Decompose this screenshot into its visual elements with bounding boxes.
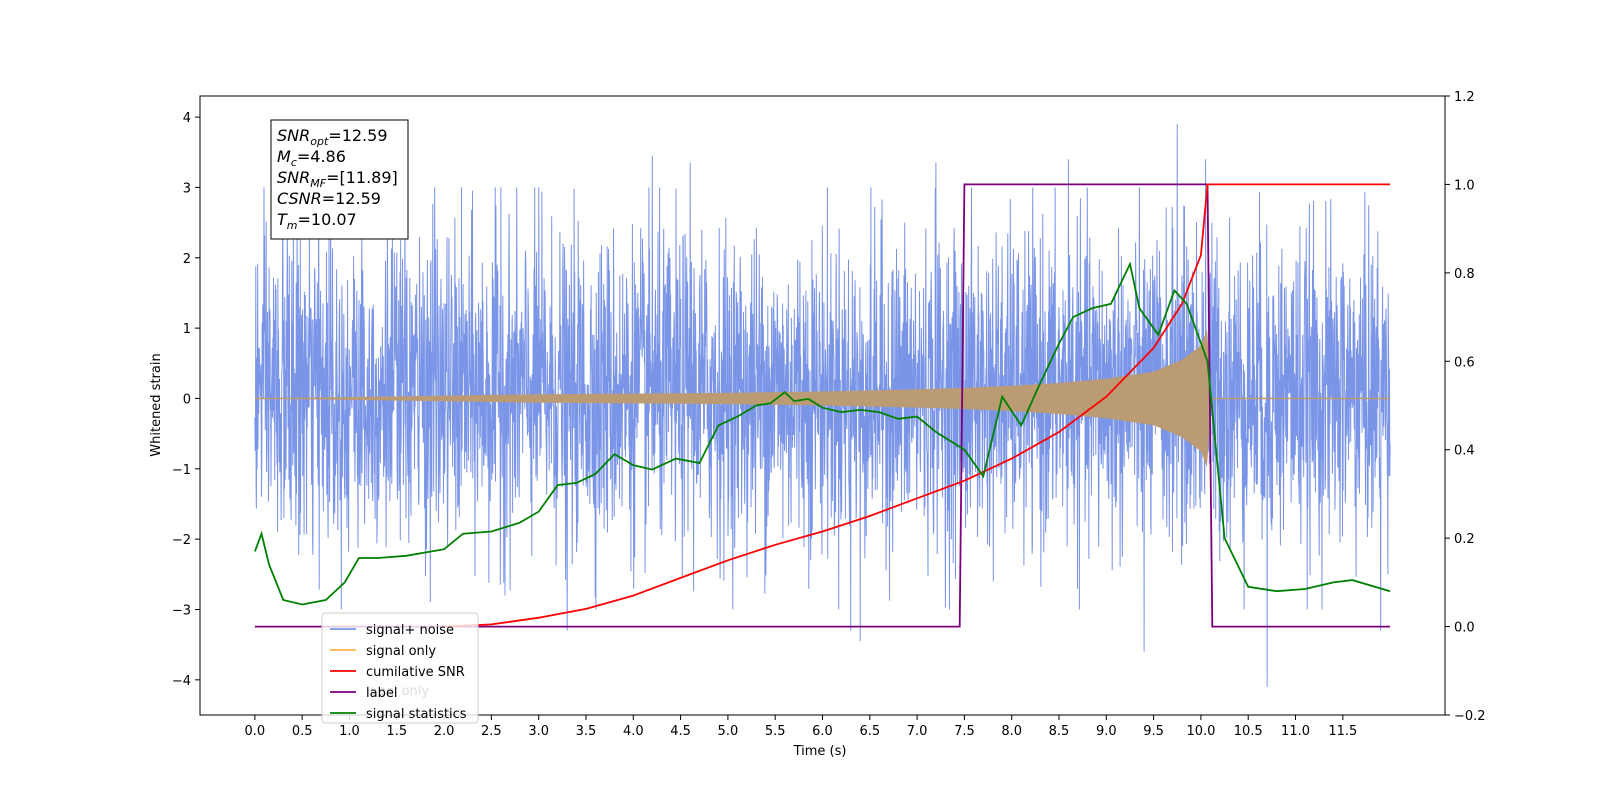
x-tick-label: 8.0: [1001, 724, 1022, 739]
annotation-line: CSNR=12.59: [277, 189, 381, 208]
y-left-tick-label: 2: [183, 252, 191, 267]
signal-only-layer: [254, 329, 1391, 467]
x-tick-label: 11.0: [1281, 724, 1310, 739]
x-tick-label: 1.5: [386, 724, 407, 739]
legend-frame: [321, 612, 479, 724]
x-tick-label: 11.5: [1328, 724, 1357, 739]
legend-ghost-label: label only: [366, 684, 429, 699]
y-left-tick-label: −3: [172, 603, 191, 618]
legend-signal-only-label: signal only: [366, 644, 436, 659]
y-right-tick-label: 0.4: [1454, 444, 1475, 459]
annotation-line: Mc=4.86: [277, 147, 346, 169]
signal-statistics-line: [254, 261, 1391, 606]
legend-signal-noise-label: signal+ noise: [366, 623, 454, 638]
annotation-box: SNRopt=12.59Mc=4.86SNRMF=[11.89]CSNR=12.…: [270, 119, 409, 240]
y-left-tick-label: 3: [183, 181, 191, 196]
x-tick-label: 3.5: [576, 724, 597, 739]
x-tick-label: 0.0: [245, 724, 266, 739]
y-axis-right: 1.2 1.0 0.8 0.6 0.4 0.2 0.0 −0.2: [1445, 90, 1486, 724]
label-line: [254, 183, 1391, 628]
y-right-tick-label: 0.0: [1454, 621, 1475, 636]
x-axis-title: Time (s): [793, 744, 847, 759]
legend: label only signal+ noise signal only cumila…: [321, 612, 479, 724]
x-tick-label: 5.0: [718, 724, 739, 739]
x-tick-label: 10.0: [1186, 724, 1215, 739]
lines-layer: [254, 183, 1391, 628]
annotation-line: SNRMF=[11.89]: [277, 168, 398, 190]
x-tick-label: 7.0: [907, 724, 928, 739]
x-tick-label: 7.5: [954, 724, 975, 739]
y-axis-title: Whitened strain: [149, 353, 164, 456]
x-tick-label: 4.0: [623, 724, 644, 739]
x-tick-label: 3.0: [528, 724, 549, 739]
x-tick-label: 0.5: [292, 724, 313, 739]
legend-cumulative-snr-label: cumilative SNR: [366, 665, 465, 680]
x-tick-label: 1.0: [339, 724, 360, 739]
legend-signal-statistics-label: signal statistics: [366, 707, 467, 722]
x-tick-label: 4.5: [670, 724, 691, 739]
x-tick-label: 2.0: [434, 724, 455, 739]
y-right-tick-label: 1.2: [1454, 90, 1475, 105]
x-tick-label: 10.5: [1234, 724, 1263, 739]
y-left-tick-label: −4: [172, 674, 191, 689]
legend-label-label: label: [366, 686, 397, 701]
y-left-tick-label: 1: [183, 322, 191, 337]
y-axis-left: 4 3 2 1 0 −1 −2 −3 −4: [172, 111, 200, 689]
x-tick-label: 9.0: [1096, 724, 1117, 739]
x-tick-label: 5.5: [765, 724, 786, 739]
y-right-tick-label: 0.8: [1454, 267, 1475, 282]
y-right-tick-label: −0.2: [1454, 709, 1486, 724]
annotation-line: Tm=10.07: [277, 210, 357, 232]
x-tick-label: 8.5: [1049, 724, 1070, 739]
annotation-frame: [270, 119, 409, 240]
x-axis: 0.0 0.5 1.0 1.5 2.0 2.5 3.0 3.5 4.0 4.5 5.0 5.5 6.0 6…: [245, 715, 1357, 739]
y-left-tick-label: 4: [183, 111, 191, 126]
x-tick-label: 9.5: [1143, 724, 1164, 739]
cumulative-snr-line: [444, 183, 1391, 628]
x-tick-label: 6.5: [859, 724, 880, 739]
y-right-tick-label: 0.2: [1454, 532, 1475, 547]
y-left-tick-label: 0: [183, 392, 191, 407]
y-left-tick-label: −2: [172, 533, 191, 548]
x-tick-label: 6.0: [812, 724, 833, 739]
y-left-tick-label: −1: [172, 463, 191, 478]
y-right-tick-label: 1.0: [1454, 178, 1475, 193]
y-right-tick-label: 0.6: [1454, 355, 1475, 370]
annotation-line: SNRopt=12.59: [277, 126, 388, 148]
x-tick-label: 2.5: [481, 724, 502, 739]
